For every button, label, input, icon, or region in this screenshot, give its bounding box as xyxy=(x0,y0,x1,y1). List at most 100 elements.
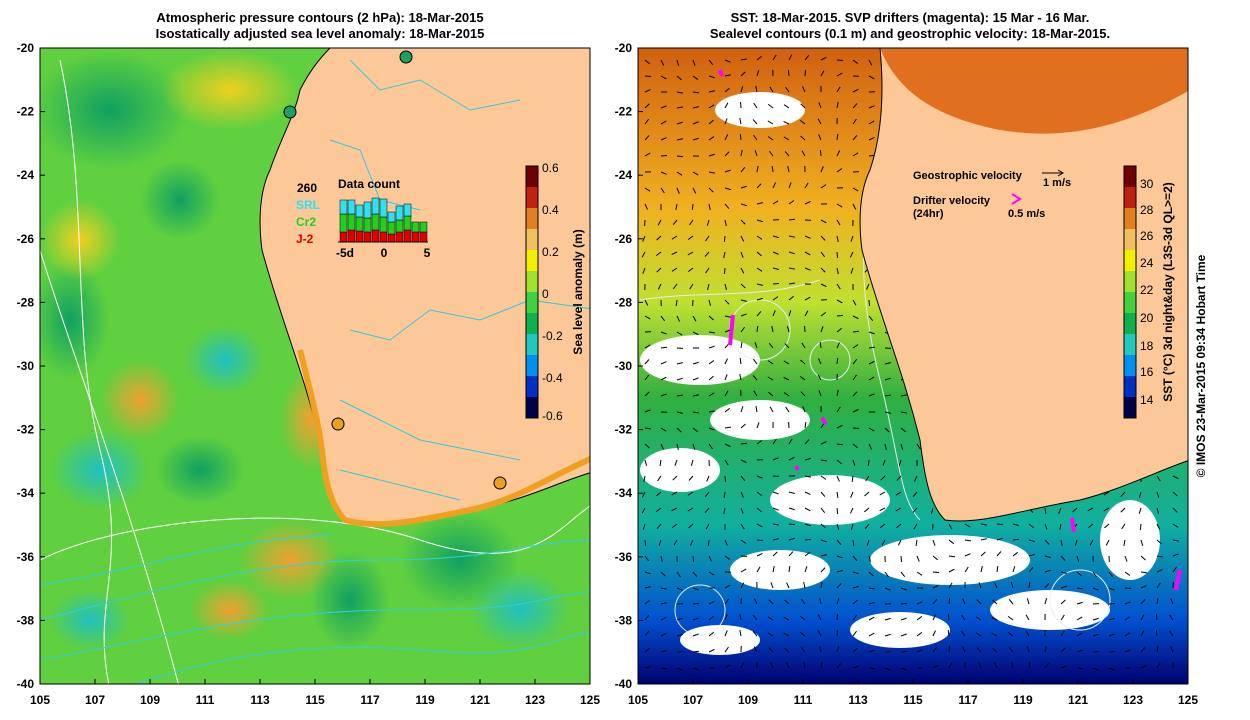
velocity-vector xyxy=(804,201,811,205)
velocity-vector xyxy=(800,615,806,621)
velocity-vector xyxy=(1140,571,1148,574)
data-count-bar xyxy=(395,219,404,233)
velocity-vector xyxy=(975,616,982,621)
data-count-bar xyxy=(387,211,396,223)
colorbar-swatch xyxy=(1124,355,1136,377)
velocity-vector xyxy=(912,507,918,513)
velocity-vector xyxy=(884,362,891,365)
velocity-vector xyxy=(724,426,732,429)
velocity-vector xyxy=(880,475,886,481)
velocity-vector xyxy=(804,251,811,256)
velocity-vector xyxy=(783,616,790,621)
velocity-vector xyxy=(708,187,714,193)
velocity-vector xyxy=(836,72,843,77)
right-colorbar: 30 28 26 24 22 20 18 16 14 SST (°C) 3d n… xyxy=(1123,165,1175,419)
velocity-vector xyxy=(708,648,715,653)
velocity-vector xyxy=(820,539,827,543)
velocity-vector xyxy=(1060,555,1066,561)
data-count-bar xyxy=(395,205,404,221)
velocity-vector xyxy=(676,187,680,194)
velocity-vector xyxy=(689,539,694,546)
velocity-vector xyxy=(799,631,806,637)
left-map xyxy=(40,48,590,684)
data-count-bar xyxy=(419,231,428,243)
velocity-vector xyxy=(1060,665,1067,669)
velocity-vector xyxy=(784,151,790,157)
velocity-vector xyxy=(884,411,891,414)
data-count-bar xyxy=(403,229,412,243)
velocity-vector xyxy=(1120,491,1126,497)
velocity-vector xyxy=(724,390,729,397)
velocity-vector xyxy=(836,443,844,446)
velocity-vector xyxy=(740,251,744,258)
velocity-vector xyxy=(1108,571,1114,578)
y-tick-label: -22 xyxy=(17,105,35,119)
colorbar-swatch xyxy=(1124,376,1136,398)
velocity-vector xyxy=(1076,632,1083,637)
velocity-vector xyxy=(868,667,876,670)
velocity-vector xyxy=(852,135,858,141)
velocity-vector xyxy=(767,376,774,381)
velocity-vector xyxy=(788,456,795,461)
colorbar-swatch xyxy=(526,313,538,335)
data-count-bar xyxy=(395,231,404,243)
velocity-vector xyxy=(1172,491,1178,497)
velocity-vector xyxy=(852,585,859,589)
velocity-vector xyxy=(767,103,774,109)
velocity-vector xyxy=(1028,539,1035,543)
velocity-vector xyxy=(799,119,806,125)
velocity-vector xyxy=(660,331,667,335)
velocity-vector xyxy=(1156,582,1161,589)
velocity-vector xyxy=(740,507,744,514)
velocity-vector xyxy=(660,650,667,653)
colorbar-swatch xyxy=(1124,166,1136,188)
velocity-vector xyxy=(740,313,747,317)
velocity-vector xyxy=(900,650,908,653)
velocity-vector xyxy=(739,357,742,365)
velocity-vector xyxy=(656,491,662,497)
velocity-vector xyxy=(788,235,795,238)
velocity-vector xyxy=(772,235,779,239)
velocity-vector xyxy=(772,200,779,205)
velocity-vector xyxy=(656,523,662,529)
velocity-vector xyxy=(1044,598,1048,605)
left-axes: 105 107 109 111 113 115 117 119 121 123 125 -20 -22 -… xyxy=(17,41,601,707)
velocity-vector xyxy=(1092,571,1097,578)
velocity-vector xyxy=(803,662,806,669)
colorbar-swatch xyxy=(526,229,538,251)
velocity-vector xyxy=(676,377,683,381)
velocity-vector xyxy=(756,283,763,286)
velocity-vector xyxy=(708,571,715,576)
velocity-vector xyxy=(1124,555,1128,562)
velocity-vector xyxy=(787,69,790,77)
velocity-vector xyxy=(976,647,982,653)
velocity-vector xyxy=(836,569,843,573)
velocity-vector xyxy=(724,134,729,141)
velocity-vector xyxy=(740,58,747,61)
velocity-vector xyxy=(884,394,892,397)
velocity-vector xyxy=(820,56,827,61)
data-count-bar xyxy=(419,221,428,233)
velocity-vector xyxy=(820,441,827,445)
velocity-vector xyxy=(992,647,998,653)
velocity-vector xyxy=(692,411,700,414)
velocity-vector xyxy=(708,171,715,174)
velocity-vector xyxy=(756,553,763,557)
velocity-vector xyxy=(852,103,858,109)
velocity-vector xyxy=(1169,614,1174,621)
velocity-vector xyxy=(659,459,662,467)
velocity-vector xyxy=(644,75,652,78)
velocity-vector xyxy=(852,443,858,449)
x-tick-label: 111 xyxy=(794,693,813,707)
velocity-vector xyxy=(1028,523,1035,529)
velocity-vector xyxy=(1124,616,1131,621)
velocity-vector xyxy=(884,571,889,578)
data-count-bar xyxy=(379,198,388,218)
velocity-vector xyxy=(804,439,810,445)
velocity-vector xyxy=(1012,566,1016,573)
right-title-line2: Sealevel contours (0.1 m) and geostrophi… xyxy=(709,26,1111,41)
velocity-vector xyxy=(1156,523,1161,530)
velocity-vector xyxy=(836,219,841,226)
velocity-vector xyxy=(836,283,841,290)
velocity-vector xyxy=(784,599,790,605)
